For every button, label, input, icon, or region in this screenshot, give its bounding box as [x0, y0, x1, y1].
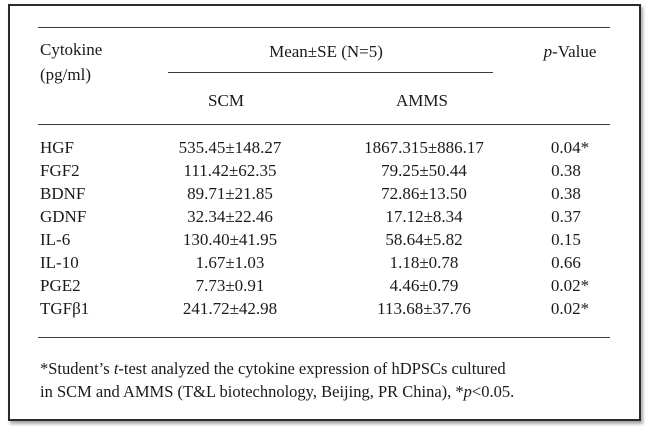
mean-header: Mean±SE (N=5)	[269, 42, 383, 61]
table-row: BDNF 89.71±21.85 72.86±13.50 0.38	[0, 184, 650, 206]
footnote-italic-t: t	[113, 359, 119, 378]
cytokine-cell: GDNF	[40, 207, 87, 226]
cytokine-cell: IL-6	[40, 230, 71, 249]
mean-underline	[168, 72, 493, 73]
footnote-text: -test analyzed the cytokine expression o…	[118, 359, 506, 378]
p-cell: 0.37	[551, 207, 581, 226]
footnote-text: in SCM and AMMS (T&L biotechnology, Beij…	[40, 382, 464, 401]
table-row: TGFβ1 241.72±42.98 113.68±37.76 0.02*	[0, 299, 650, 321]
scm-header: SCM	[208, 91, 244, 110]
amms-cell: 1867.315±886.17	[364, 138, 484, 157]
footnote-text: <0.05.	[471, 382, 515, 401]
p-value-header: p-Value	[544, 42, 597, 62]
footnote: *Student’s t-test analyzed the cytokine …	[40, 357, 620, 403]
cytokine-cell: TGFβ1	[40, 299, 90, 318]
scm-cell: 130.40±41.95	[182, 230, 278, 249]
amms-cell: 17.12±8.34	[385, 207, 463, 226]
scm-cell: 111.42±62.35	[183, 161, 277, 180]
scm-cell: 241.72±42.98	[182, 299, 278, 318]
cytokine-cell: FGF2	[40, 161, 80, 180]
amms-header: AMMS	[396, 91, 448, 110]
p-cell: 0.66	[551, 253, 581, 272]
table-row: PGE2 7.73±0.91 4.46±0.79 0.02*	[0, 276, 650, 298]
footnote-text: *Student’s	[40, 359, 114, 378]
scm-cell: 7.73±0.91	[195, 276, 265, 295]
top-rule	[38, 27, 610, 28]
bottom-rule	[38, 337, 610, 338]
table-row: FGF2 111.42±62.35 79.25±50.44 0.38	[0, 161, 650, 183]
cytokine-cell: PGE2	[40, 276, 81, 295]
p-header-italic: p	[543, 42, 553, 61]
table-frame	[8, 4, 641, 421]
header-rule	[38, 124, 610, 125]
scm-cell: 89.71±21.85	[187, 184, 273, 203]
p-header-rest: -Value	[552, 42, 597, 61]
cytokine-cell: BDNF	[40, 184, 86, 203]
scm-cell: 535.45±148.27	[178, 138, 282, 157]
scm-cell: 1.67±1.03	[195, 253, 265, 272]
amms-cell: 58.64±5.82	[385, 230, 463, 249]
p-cell: 0.02*	[550, 299, 590, 318]
unit-header: (pg/ml)	[40, 65, 91, 84]
scm-cell: 32.34±22.46	[187, 207, 273, 226]
p-cell: 0.15	[551, 230, 581, 249]
table-row: IL-10 1.67±1.03 1.18±0.78 0.66	[0, 253, 650, 275]
table-row: IL-6 130.40±41.95 58.64±5.82 0.15	[0, 230, 650, 252]
amms-cell: 4.46±0.79	[389, 276, 459, 295]
footnote-line-2: in SCM and AMMS (T&L biotechnology, Beij…	[40, 380, 620, 403]
amms-cell: 113.68±37.76	[377, 299, 471, 318]
p-cell: 0.38	[551, 161, 581, 180]
p-cell: 0.02*	[550, 276, 590, 295]
amms-cell: 79.25±50.44	[381, 161, 467, 180]
p-cell: 0.04*	[550, 138, 590, 157]
p-cell: 0.38	[551, 184, 581, 203]
cytokine-header: Cytokine	[40, 40, 103, 59]
table-row: GDNF 32.34±22.46 17.12±8.34 0.37	[0, 207, 650, 229]
cytokine-cell: IL-10	[40, 253, 79, 272]
footnote-italic-p: p	[463, 382, 472, 401]
table-row: HGF 535.45±148.27 1867.315±886.17 0.04*	[0, 138, 650, 160]
cytokine-cell: HGF	[40, 138, 75, 157]
amms-cell: 1.18±0.78	[389, 253, 459, 272]
amms-cell: 72.86±13.50	[381, 184, 467, 203]
footnote-line-1: *Student’s t-test analyzed the cytokine …	[40, 357, 620, 380]
